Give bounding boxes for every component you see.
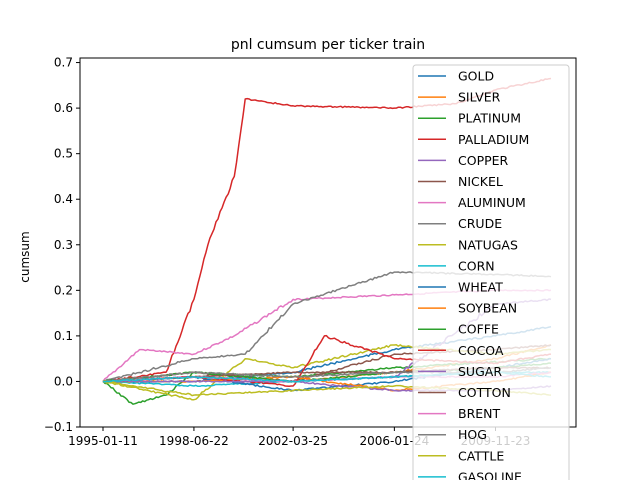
legend-label-natugas: NATUGAS: [458, 237, 518, 252]
legend-label-brent: BRENT: [458, 406, 501, 421]
legend-label-aluminum: ALUMINUM: [458, 195, 526, 210]
legend-label-gold: GOLD: [458, 69, 494, 84]
y-axis: −0.1 0.0 0.1 0.2 0.3 0.4 0.5 0.6 0.7: [44, 56, 80, 434]
y-tick-label: 0.4: [54, 192, 73, 206]
y-tick-label: 0.7: [54, 56, 73, 70]
y-tick-label: −0.1: [44, 420, 73, 434]
y-tick-label: 0.5: [54, 147, 73, 161]
x-tick-label: 1998-06-22: [159, 434, 229, 448]
x-tick-label: 1995-01-11: [68, 434, 138, 448]
chart-title: pnl cumsum per ticker train: [231, 37, 425, 53]
plot-frame: [79, 57, 577, 428]
legend-label-gasoline: GASOLINE: [458, 469, 522, 480]
legend-label-cotton: COTTON: [458, 385, 511, 400]
legend-label-nickel: NICKEL: [458, 174, 503, 189]
legend-label-silver: SILVER: [458, 90, 501, 105]
legend-label-coffe: COFFE: [458, 322, 499, 337]
y-tick-label: 0.6: [54, 101, 73, 115]
legend-label-copper: COPPER: [458, 153, 509, 168]
legend-label-platinum: PLATINUM: [458, 111, 521, 126]
legend-label-wheat: WHEAT: [458, 280, 503, 295]
legend-frame: [412, 64, 570, 480]
legend-label-sugar: SUGAR: [458, 364, 502, 379]
x-tick-label: 2006-01-24: [359, 434, 429, 448]
legend-label-soybean: SOYBEAN: [458, 301, 517, 316]
legend-label-corn: CORN: [458, 258, 495, 273]
legend-label-hog: HOG: [458, 427, 487, 442]
legend: GOLD SILVER PLATINUM PALLADIUM COPPER NICKEL A…: [412, 64, 570, 480]
x-tick-label: 2002-03-25: [258, 434, 328, 448]
y-tick-label: 0.1: [54, 329, 73, 343]
legend-label-palladium: PALLADIUM: [458, 132, 529, 147]
legend-label-cattle: CATTLE: [458, 448, 504, 463]
y-tick-label: 0.3: [54, 238, 73, 252]
y-tick-label: 0.2: [54, 283, 73, 297]
y-tick-label: 0.0: [54, 374, 73, 388]
legend-label-cocoa: COCOA: [458, 343, 504, 358]
legend-label-crude: CRUDE: [458, 216, 502, 231]
y-axis-label: cumsum: [18, 231, 32, 282]
